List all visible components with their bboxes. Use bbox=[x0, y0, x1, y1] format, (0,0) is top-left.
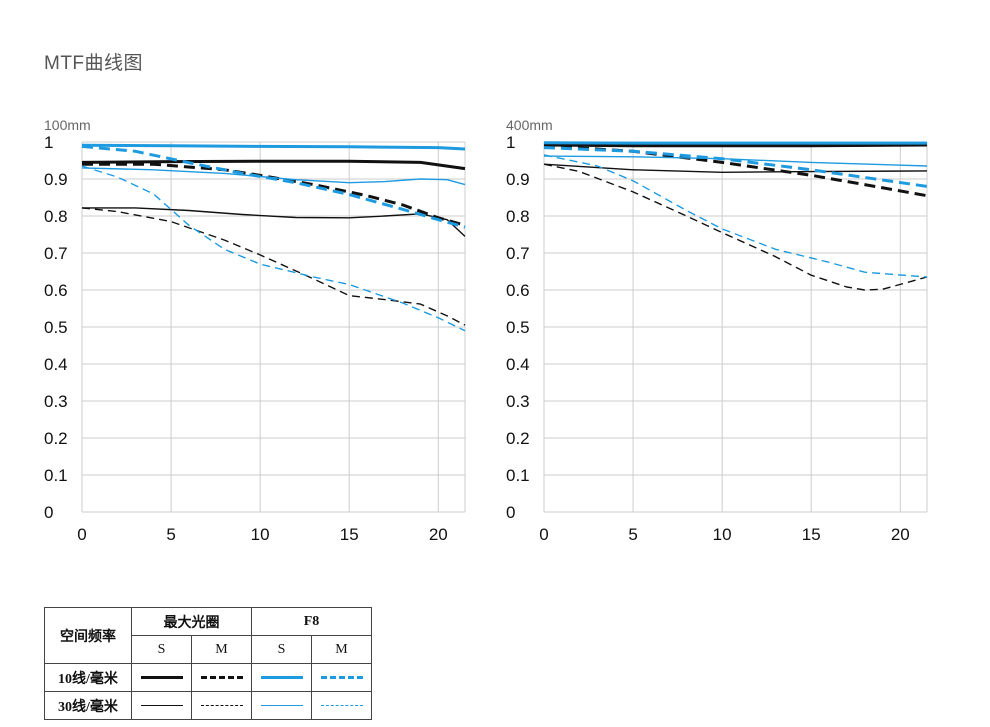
legend-swatch-blue-solid-thin bbox=[260, 705, 303, 706]
x-tick-label: 5 bbox=[628, 525, 637, 544]
y-tick-label: 0.2 bbox=[506, 429, 530, 448]
legend-swatch-blue-solid-thick bbox=[260, 676, 303, 679]
y-tick-label: 0.9 bbox=[506, 170, 530, 189]
y-tick-label: 0.8 bbox=[44, 207, 68, 226]
x-tick-label: 20 bbox=[429, 525, 448, 544]
legend-swatch-black-solid-thin bbox=[140, 705, 183, 706]
y-tick-label: 0.3 bbox=[44, 392, 68, 411]
mtf-series-black-m-thick bbox=[82, 162, 466, 227]
x-tick-label: 0 bbox=[539, 525, 548, 544]
mtf-series-blue-s-thick bbox=[81, 143, 466, 151]
y-tick-label: 0.1 bbox=[506, 466, 530, 485]
mtf-series-blue-s-thin bbox=[543, 155, 928, 167]
legend-direction-m: M bbox=[191, 635, 252, 664]
y-tick-label: 0.7 bbox=[506, 244, 530, 263]
y-tick-label: 0.6 bbox=[44, 281, 68, 300]
page-title: MTF曲线图 bbox=[44, 53, 144, 74]
legend-swatch-black-dashed-thin bbox=[200, 705, 243, 706]
y-tick-label: 0.4 bbox=[506, 355, 530, 374]
legend-corner-label: 空间频率 bbox=[44, 607, 132, 664]
legend-direction-s: S bbox=[131, 635, 192, 664]
x-tick-label: 15 bbox=[340, 525, 359, 544]
y-tick-label: 0.3 bbox=[506, 392, 530, 411]
y-tick-label: 0.2 bbox=[44, 429, 68, 448]
y-tick-label: 0.5 bbox=[506, 318, 530, 337]
legend-swatch-blue-dashed-thin bbox=[320, 705, 363, 706]
y-tick-label: 0.1 bbox=[44, 466, 68, 485]
y-tick-label: 0.6 bbox=[506, 281, 530, 300]
y-tick-label: 0.9 bbox=[44, 170, 68, 189]
mtf-series-blue-m-thin bbox=[543, 154, 928, 278]
legend-direction-m: M bbox=[311, 635, 372, 664]
x-tick-label: 0 bbox=[77, 525, 86, 544]
chart-title: 100mm bbox=[44, 117, 91, 133]
y-tick-label: 0.4 bbox=[44, 355, 68, 374]
legend-swatch-blue-dashed-thick bbox=[320, 676, 363, 679]
legend-row-10lpmm: 10线/毫米 bbox=[44, 663, 132, 692]
legend-aperture-f8: F8 bbox=[251, 607, 372, 636]
mtf-series-black-s-thick bbox=[543, 143, 928, 148]
x-tick-label: 10 bbox=[713, 525, 732, 544]
legend-direction-s: S bbox=[251, 635, 312, 664]
y-tick-label: 0 bbox=[506, 503, 515, 522]
y-tick-label: 1 bbox=[44, 133, 53, 152]
y-tick-label: 1 bbox=[506, 133, 515, 152]
legend-swatch-black-solid-thick bbox=[140, 676, 183, 679]
y-tick-label: 0.5 bbox=[44, 318, 68, 337]
x-tick-label: 15 bbox=[802, 525, 821, 544]
x-tick-label: 20 bbox=[891, 525, 910, 544]
mtf-series-black-s-thin bbox=[543, 163, 928, 174]
mtf-series-blue-m-thin bbox=[81, 165, 466, 332]
mtf-series-blue-s-thin bbox=[81, 167, 466, 186]
y-tick-label: 0.8 bbox=[506, 207, 530, 226]
legend-swatch-black-dashed-thick bbox=[200, 676, 243, 679]
mtf-series-black-m-thin bbox=[543, 163, 928, 291]
y-tick-label: 0 bbox=[44, 503, 53, 522]
x-tick-label: 5 bbox=[166, 525, 175, 544]
chart-title: 400mm bbox=[506, 117, 553, 133]
mtf-chart-400mm: 400mm 0 5 10 15 20 0 0.1 0.2 0.3 0.4 0.5 0.6 0.7 0.8 0.… bbox=[506, 117, 928, 544]
legend-aperture-max: 最大光圈 bbox=[131, 607, 252, 636]
x-tick-label: 10 bbox=[251, 525, 270, 544]
mtf-series-black-s-thin bbox=[82, 207, 466, 237]
legend-row-30lpmm: 30线/毫米 bbox=[44, 691, 132, 720]
mtf-legend-table: 空间频率 最大光圈 F8 S M S M 10线/毫米 30线/毫米 bbox=[44, 607, 372, 720]
mtf-series-blue-m-thick bbox=[81, 144, 466, 229]
y-tick-label: 0.7 bbox=[44, 244, 68, 263]
mtf-series-black-m-thin bbox=[81, 207, 466, 326]
mtf-series-black-s-thick bbox=[81, 159, 466, 171]
mtf-chart-100mm: 100mm 0 5 10 15 20 0 0.1 0.2 0.3 0.4 0.5 0.6 0.7 0.8 0.… bbox=[44, 117, 466, 544]
